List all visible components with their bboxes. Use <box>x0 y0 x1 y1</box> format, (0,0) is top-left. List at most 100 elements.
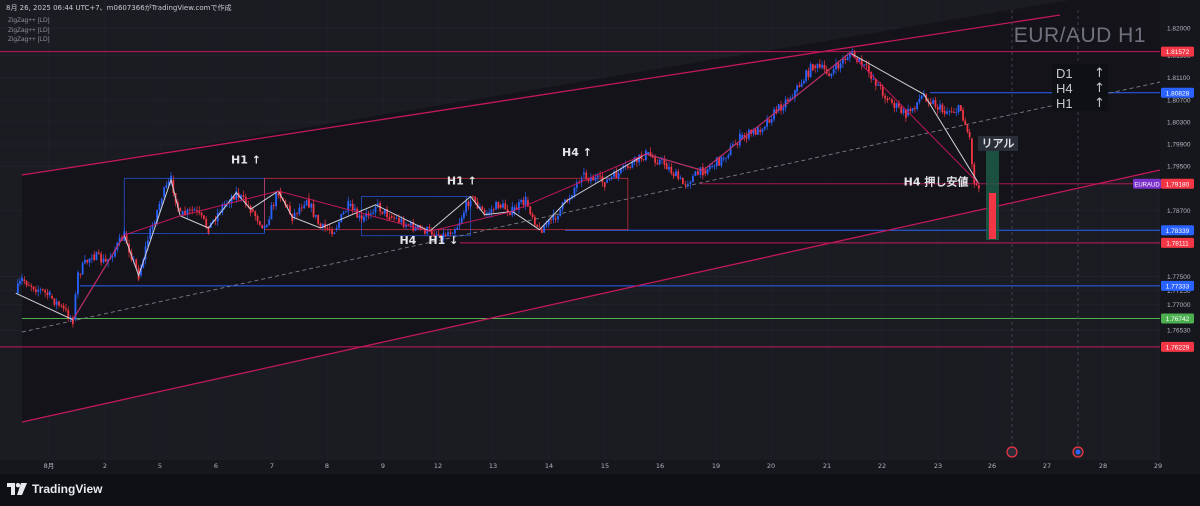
price-tick-label: 1.78700 <box>1167 208 1191 215</box>
time-tick-label: 2 <box>103 462 107 470</box>
bull-candle <box>298 207 301 214</box>
bear-candle <box>642 159 645 161</box>
bear-candle <box>615 171 618 178</box>
bull-candle <box>520 199 523 203</box>
bear-candle <box>953 112 955 113</box>
bull-candle <box>156 210 159 223</box>
bull-candle <box>589 177 592 181</box>
bull-candle <box>340 214 343 223</box>
bear-candle <box>390 215 393 218</box>
bear-candle <box>86 259 89 263</box>
bear-candle <box>891 99 893 103</box>
bull-candle <box>766 119 769 127</box>
bull-candle <box>946 111 948 114</box>
bull-candle <box>524 196 527 205</box>
bear-candle <box>798 85 801 88</box>
bull-candle <box>832 69 835 74</box>
tradingview-logo[interactable]: TradingView <box>7 482 102 496</box>
indicator-label[interactable]: ZigZag++ [LD] <box>8 36 50 43</box>
trend-row-h4: H4 ↑ <box>1056 82 1105 95</box>
bull-candle <box>37 289 40 292</box>
bear-candle <box>811 64 814 71</box>
bull-candle <box>858 58 861 62</box>
bear-candle <box>284 200 287 206</box>
bear-candle <box>654 157 657 163</box>
time-tick-label: 26 <box>988 462 996 470</box>
time-tick-label: 6 <box>214 462 218 470</box>
bull-candle <box>84 259 86 264</box>
bull-candle <box>456 227 459 230</box>
price-badge-bg <box>1161 87 1194 98</box>
bull-candle <box>39 289 42 290</box>
bull-candle <box>661 158 663 160</box>
bear-candle <box>198 210 201 213</box>
bear-candle <box>959 105 962 111</box>
bear-candle <box>79 273 82 275</box>
bear-candle <box>670 166 673 174</box>
bull-candle <box>132 259 135 261</box>
bear-candle <box>93 254 96 260</box>
bear-candle <box>898 103 900 107</box>
time-tick-label: 14 <box>545 462 553 470</box>
price-badges: 1.81572 1.80828 1.78339 1.78111 1.77333 1.767… <box>1133 46 1194 352</box>
bear-candle <box>754 129 757 135</box>
bull-candle <box>939 104 941 110</box>
bear-candle <box>736 144 739 146</box>
bull-candle <box>74 294 77 320</box>
bear-candle <box>60 305 63 307</box>
bear-candle <box>950 111 953 113</box>
bear-candle <box>205 218 208 227</box>
bear-candle <box>881 86 884 96</box>
bull-candle <box>932 100 935 104</box>
event-icons[interactable] <box>1006 446 1084 458</box>
bull-candle <box>620 168 622 173</box>
bull-candle <box>918 98 921 103</box>
bear-candle <box>188 209 191 211</box>
bull-candle <box>872 78 875 80</box>
bear-candle <box>483 209 486 214</box>
bull-candle <box>691 175 694 183</box>
bear-candle <box>696 171 699 175</box>
bull-candle <box>111 256 114 258</box>
indicator-label[interactable]: ZigZag++ [LD] <box>8 26 50 34</box>
bear-candle <box>430 231 433 235</box>
bull-candle <box>400 218 403 223</box>
time-tick-label: 13 <box>489 462 497 470</box>
bear-candle <box>30 285 33 287</box>
bear-candle <box>745 136 748 139</box>
bull-candle <box>349 203 352 206</box>
bull-candle <box>633 157 636 163</box>
indicator-label[interactable]: ZigZag++ [LD] <box>8 17 50 24</box>
bull-candle <box>846 57 849 61</box>
bear-candle <box>386 209 388 218</box>
bull-candle <box>543 225 546 233</box>
bull-candle <box>230 196 233 204</box>
bull-candle <box>465 201 468 213</box>
time-axis[interactable]: 8月 2 5 6 7 8 9 12 13 14 15 16 19 20 21 22 23 26 27 28 29 <box>44 462 1162 470</box>
price-tick-label: 1.77500 <box>1167 274 1191 281</box>
bear-candle <box>538 226 541 228</box>
bear-candle <box>975 183 978 186</box>
bull-candle <box>902 109 905 113</box>
bull-candle <box>916 102 919 109</box>
bull-candle <box>631 162 634 168</box>
bull-candle <box>706 168 709 174</box>
current-price-badge-label: 1.79180 <box>1166 181 1190 188</box>
bull-candle <box>151 224 154 229</box>
bear-candle <box>247 205 250 206</box>
bear-candle <box>32 286 35 290</box>
bull-candle <box>552 213 555 220</box>
price-badge-label: 1.80828 <box>1166 90 1190 97</box>
bull-candle <box>711 165 714 167</box>
bear-candle <box>828 73 830 77</box>
bear-candle <box>137 267 140 280</box>
bull-candle <box>610 176 613 179</box>
bull-candle <box>181 211 184 216</box>
bull-candle <box>21 277 23 282</box>
bear-candle <box>704 170 707 174</box>
bull-candle <box>90 258 93 260</box>
current-price-badge-bg <box>1161 178 1194 189</box>
bear-candle <box>196 210 198 212</box>
bear-candle <box>888 98 891 100</box>
